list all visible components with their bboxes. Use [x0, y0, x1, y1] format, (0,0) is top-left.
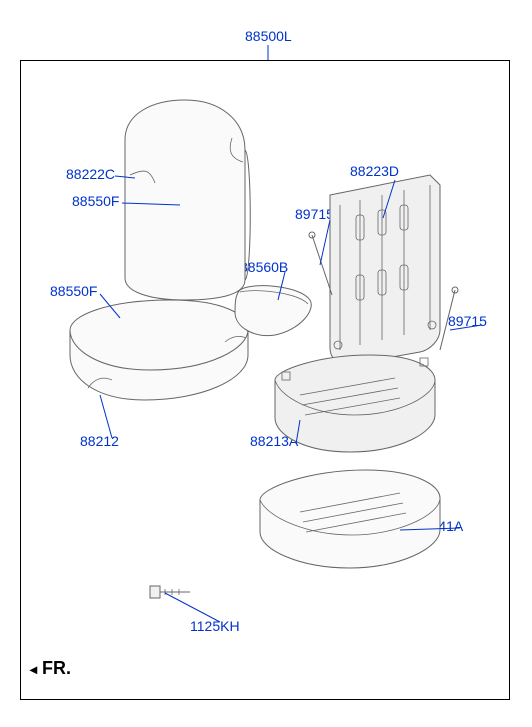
diagram-svg	[0, 0, 532, 727]
part-cushion-frame	[275, 355, 435, 452]
part-seat-bottom-cushion	[70, 300, 248, 400]
part-seat-back-cushion	[125, 100, 250, 300]
part-back-frame	[330, 175, 440, 365]
part-armrest	[235, 286, 311, 336]
part-lower-panel	[260, 470, 440, 568]
part-hinge-pin-right	[440, 287, 458, 350]
